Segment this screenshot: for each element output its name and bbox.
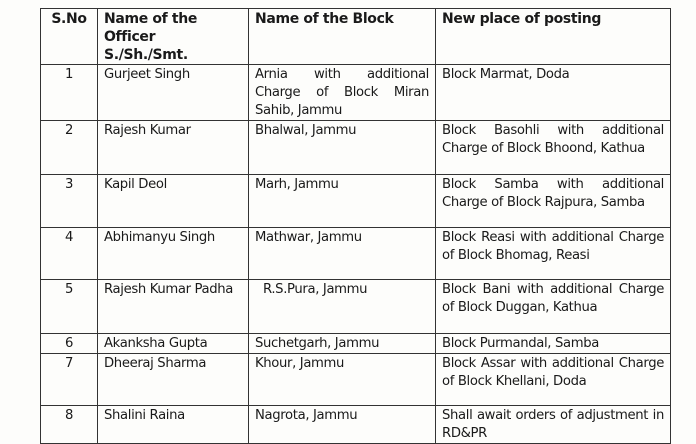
cell-posting: Block Samba with additional Charge of Bl… [435, 174, 671, 228]
cell-posting: Block Basohli with additional Charge of … [435, 120, 671, 175]
cell-sno: 8 [40, 405, 98, 444]
cell-block: Marh, Jammu [248, 174, 436, 228]
table-row: 2 Rajesh Kumar Bhalwal, Jammu Block Basohli… [40, 120, 671, 175]
cell-block: Nagrota, Jammu [248, 405, 436, 444]
header-block: Name of the Block [248, 8, 436, 65]
cell-posting: Block Purmandal, Samba [435, 333, 671, 354]
cell-sno: 6 [40, 333, 98, 354]
cell-block: Bhalwal, Jammu [248, 120, 436, 175]
header-sno: S.No [40, 8, 98, 65]
table-row: 4 Abhimanyu Singh Mathwar, Jammu Block Reas… [40, 227, 671, 280]
cell-posting: Block Assar with additional Charge of Bl… [435, 353, 671, 406]
cell-officer: Shalini Raina [97, 405, 249, 444]
table-row: 7 Dheeraj Sharma Khour, Jammu Block Assar w… [40, 353, 671, 406]
cell-officer: Kapil Deol [97, 174, 249, 228]
cell-posting: Block Reasi with additional Charge of Bl… [435, 227, 671, 280]
header-posting: New place of posting [435, 8, 671, 65]
cell-posting: Block Bani with additional Charge of Blo… [435, 279, 671, 334]
cell-block: Suchetgarh, Jammu [248, 333, 436, 354]
cell-officer: Rajesh Kumar [97, 120, 249, 175]
table-row: 8 Shalini Raina Nagrota, Jammu Shall await … [40, 405, 671, 444]
table-header-row: S.No Name of the Officer S./Sh./Smt. Nam… [40, 8, 671, 65]
header-officer: Name of the Officer S./Sh./Smt. [97, 8, 249, 65]
cell-sno: 2 [40, 120, 98, 175]
cell-sno: 4 [40, 227, 98, 280]
table-row: 5 Rajesh Kumar Padha R.S.Pura, Jammu Block … [40, 279, 671, 334]
cell-sno: 5 [40, 279, 98, 334]
cell-block: Khour, Jammu [248, 353, 436, 406]
cell-sno: 3 [40, 174, 98, 228]
cell-block: R.S.Pura, Jammu [248, 279, 436, 334]
cell-block: Arnia with additional Charge of Block Mi… [248, 64, 436, 121]
cell-sno: 7 [40, 353, 98, 406]
cell-posting: Block Marmat, Doda [435, 64, 671, 121]
posting-table: S.No Name of the Officer S./Sh./Smt. Nam… [40, 8, 671, 444]
cell-sno: 1 [40, 64, 98, 121]
cell-officer: Akanksha Gupta [97, 333, 249, 354]
cell-officer: Dheeraj Sharma [97, 353, 249, 406]
cell-block: Mathwar, Jammu [248, 227, 436, 280]
cell-posting: Shall await orders of adjustment in RD&P… [435, 405, 671, 444]
cell-officer: Rajesh Kumar Padha [97, 279, 249, 334]
table-row: 3 Kapil Deol Marh, Jammu Block Samba with a… [40, 174, 671, 228]
table-row: 1 Gurjeet Singh Arnia with additional Char… [40, 64, 671, 121]
cell-officer: Abhimanyu Singh [97, 227, 249, 280]
table-row: 6 Akanksha Gupta Suchetgarh, Jammu Block Pu… [40, 333, 671, 354]
cell-officer: Gurjeet Singh [97, 64, 249, 121]
